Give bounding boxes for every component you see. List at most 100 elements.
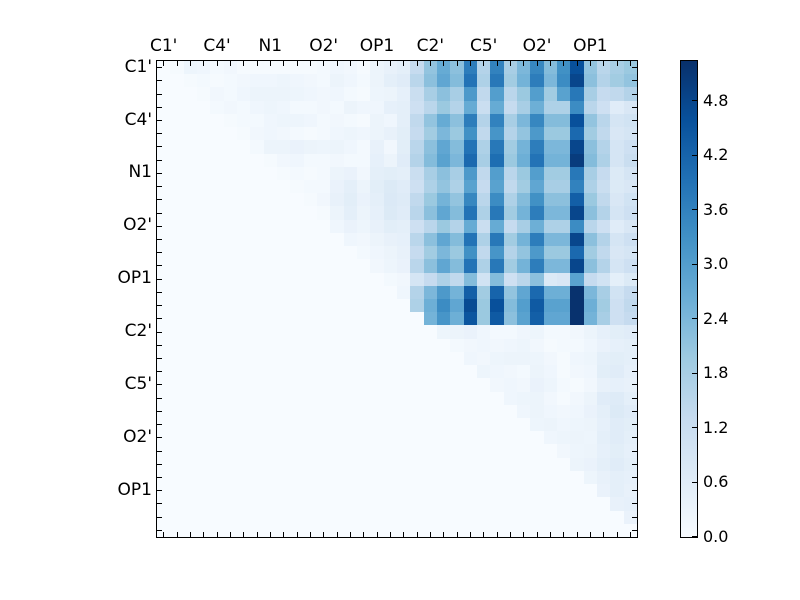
heatmap-cell <box>210 232 224 247</box>
heatmap-cell <box>410 140 424 154</box>
heatmap-cell <box>250 312 264 326</box>
axis-tick-bottom <box>576 532 578 537</box>
heatmap-cell <box>356 259 371 273</box>
heatmap-cell <box>370 166 384 180</box>
heatmap-cell <box>196 285 211 299</box>
heatmap-cell <box>583 418 597 432</box>
heatmap-cell <box>543 404 557 418</box>
heatmap-cell <box>423 523 437 537</box>
axis-tick-bottom <box>296 532 298 537</box>
heatmap-cell <box>490 206 504 220</box>
heatmap-cell <box>583 61 597 75</box>
heatmap-cell <box>276 378 291 392</box>
heatmap-cell <box>543 285 557 299</box>
heatmap-cell <box>396 246 411 260</box>
heatmap-cell <box>450 391 464 405</box>
axis-tick-top <box>549 61 551 66</box>
heatmap-cell <box>530 431 544 445</box>
heatmap-cell <box>610 378 624 392</box>
heatmap-cell <box>223 510 237 524</box>
heatmap-cell <box>370 219 384 233</box>
heatmap-cell <box>236 127 251 141</box>
axis-tick-left <box>157 318 162 320</box>
heatmap-cell <box>423 299 437 313</box>
heatmap-cell <box>503 127 517 141</box>
heatmap-cell <box>556 299 571 313</box>
heatmap-cell <box>396 219 411 233</box>
heatmap-cell <box>370 180 384 194</box>
heatmap-cell <box>290 153 304 167</box>
heatmap-cell <box>396 206 411 220</box>
axis-tick-top <box>536 61 538 66</box>
heatmap-cell <box>596 431 611 445</box>
y-tick-label: OP1 <box>117 479 152 500</box>
heatmap-cell <box>570 61 584 75</box>
heatmap-cell <box>290 418 304 432</box>
heatmap-cell <box>157 127 171 141</box>
axis-tick-right <box>632 477 637 478</box>
heatmap-cell <box>236 193 251 207</box>
heatmap-cell <box>596 219 611 233</box>
heatmap-cell <box>596 351 611 366</box>
heatmap-cell <box>410 378 424 392</box>
heatmap-cell <box>210 510 224 524</box>
heatmap-cell <box>476 219 491 233</box>
heatmap-cell <box>170 497 184 511</box>
heatmap-cell <box>276 61 291 75</box>
heatmap-cell <box>503 74 517 88</box>
heatmap-cell <box>623 100 637 114</box>
heatmap-cell <box>570 206 584 220</box>
heatmap-cell <box>170 272 184 286</box>
heatmap-cell <box>303 391 317 405</box>
heatmap-cell <box>610 444 624 458</box>
heatmap-cell <box>530 365 544 379</box>
heatmap-cell <box>610 285 624 299</box>
axis-tick-right <box>632 344 637 346</box>
colorbar-tick-label: 0.6 <box>703 472 729 492</box>
axis-tick-left <box>157 344 162 346</box>
colorbar-tick <box>692 263 697 265</box>
heatmap-cell <box>276 484 291 498</box>
heatmap-cell <box>410 404 424 418</box>
heatmap-cell <box>423 365 437 379</box>
heatmap-cell <box>583 444 597 458</box>
heatmap-cell <box>383 166 397 180</box>
heatmap-cell <box>223 497 237 511</box>
axis-tick-left <box>157 225 162 227</box>
y-tick-label: C1' <box>124 56 152 77</box>
heatmap-cell <box>436 87 451 101</box>
heatmap-cell <box>610 325 624 339</box>
heatmap-cell <box>157 74 171 88</box>
heatmap-cell <box>236 113 251 128</box>
heatmap-cell <box>556 365 571 379</box>
heatmap-cell <box>290 232 304 247</box>
heatmap-cell <box>170 338 184 352</box>
axis-tick-right <box>632 120 637 121</box>
heatmap-cell <box>370 153 384 167</box>
heatmap-cell <box>210 431 224 445</box>
heatmap-cell <box>516 470 531 485</box>
heatmap-cell <box>530 100 544 114</box>
x-tick-label: C5' <box>469 36 498 56</box>
heatmap-cell <box>210 457 224 471</box>
heatmap-cell <box>596 497 611 511</box>
heatmap-cell <box>183 457 197 471</box>
axis-tick-right <box>632 516 637 518</box>
heatmap-cell <box>356 470 371 485</box>
heatmap-cell <box>290 206 304 220</box>
heatmap-cell <box>303 127 317 141</box>
heatmap-cell <box>383 457 397 471</box>
heatmap-cell <box>516 378 531 392</box>
heatmap-cell <box>476 87 491 101</box>
heatmap-cell <box>490 378 504 392</box>
heatmap-cell <box>343 431 357 445</box>
heatmap-cell <box>490 127 504 141</box>
heatmap-cell <box>250 113 264 128</box>
heatmap-cell <box>503 87 517 101</box>
axis-tick-top <box>509 61 511 66</box>
heatmap-cell <box>170 232 184 247</box>
heatmap-cell <box>343 246 357 260</box>
heatmap-cell <box>356 232 371 247</box>
heatmap-cell <box>596 74 611 88</box>
axis-tick-right <box>632 305 637 307</box>
